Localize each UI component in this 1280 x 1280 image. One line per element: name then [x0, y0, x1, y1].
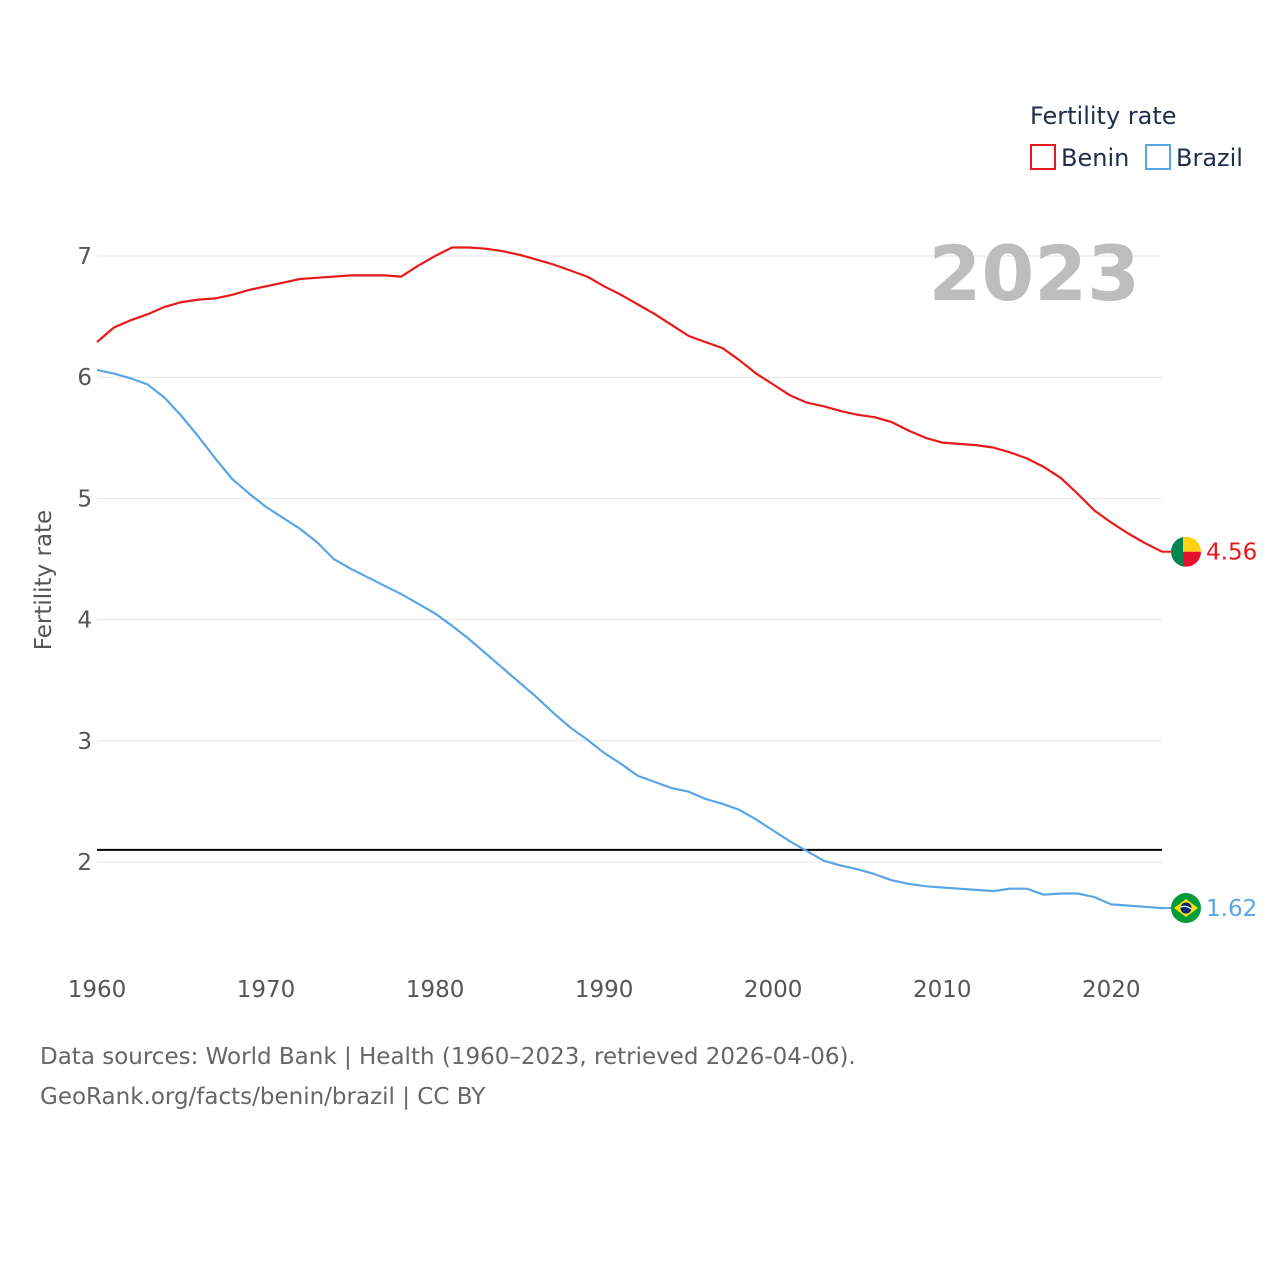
y-tick-label: 3 [77, 729, 92, 755]
y-tick-labels: 2 3 4 5 6 7 [77, 244, 92, 876]
x-tick-label: 1990 [575, 977, 634, 1003]
y-axis-title: Fertility rate [31, 510, 57, 650]
y-tick-label: 5 [77, 486, 92, 512]
benin-flag-icon [1171, 536, 1201, 567]
legend-benin-label[interactable]: Benin [1061, 144, 1129, 172]
x-tick-label: 1980 [406, 977, 465, 1003]
x-tick-label: 2000 [744, 977, 803, 1003]
y-tick-label: 6 [77, 365, 92, 391]
benin-series-line[interactable] [96, 246, 1163, 553]
x-tick-label: 1970 [237, 977, 296, 1003]
benin-end-value: 4.56 [1206, 540, 1257, 566]
legend: Fertility rate Benin Brazil [1030, 102, 1243, 172]
fertility-rate-chart: 2 3 4 5 6 7 1960 1970 1980 1990 2000 2010 2020 Fert… [31, 102, 1257, 1003]
legend-brazil-swatch[interactable] [1145, 144, 1171, 170]
brazil-flag-icon [1171, 893, 1201, 924]
legend-title: Fertility rate [1030, 102, 1177, 130]
attribution-link[interactable]: GeoRank.org/facts/benin/brazil | CC BY [40, 1084, 486, 1110]
x-tick-label: 2020 [1082, 977, 1141, 1003]
data-source-note: Data sources: World Bank | Health (1960–… [40, 1044, 856, 1070]
legend-benin-swatch[interactable] [1030, 144, 1056, 170]
x-tick-label: 1960 [68, 977, 127, 1003]
year-watermark: 2023 [928, 229, 1140, 318]
y-tick-label: 7 [77, 244, 92, 270]
legend-brazil-label[interactable]: Brazil [1176, 144, 1243, 172]
brazil-end-value: 1.62 [1206, 896, 1257, 922]
x-tick-label: 2010 [913, 977, 972, 1003]
y-tick-label: 4 [77, 608, 92, 634]
x-tick-labels: 1960 1970 1980 1990 2000 2010 2020 [68, 977, 1141, 1003]
y-tick-label: 2 [77, 850, 92, 876]
y-gridlines [97, 255, 1162, 863]
brazil-series-line[interactable] [96, 368, 1163, 910]
